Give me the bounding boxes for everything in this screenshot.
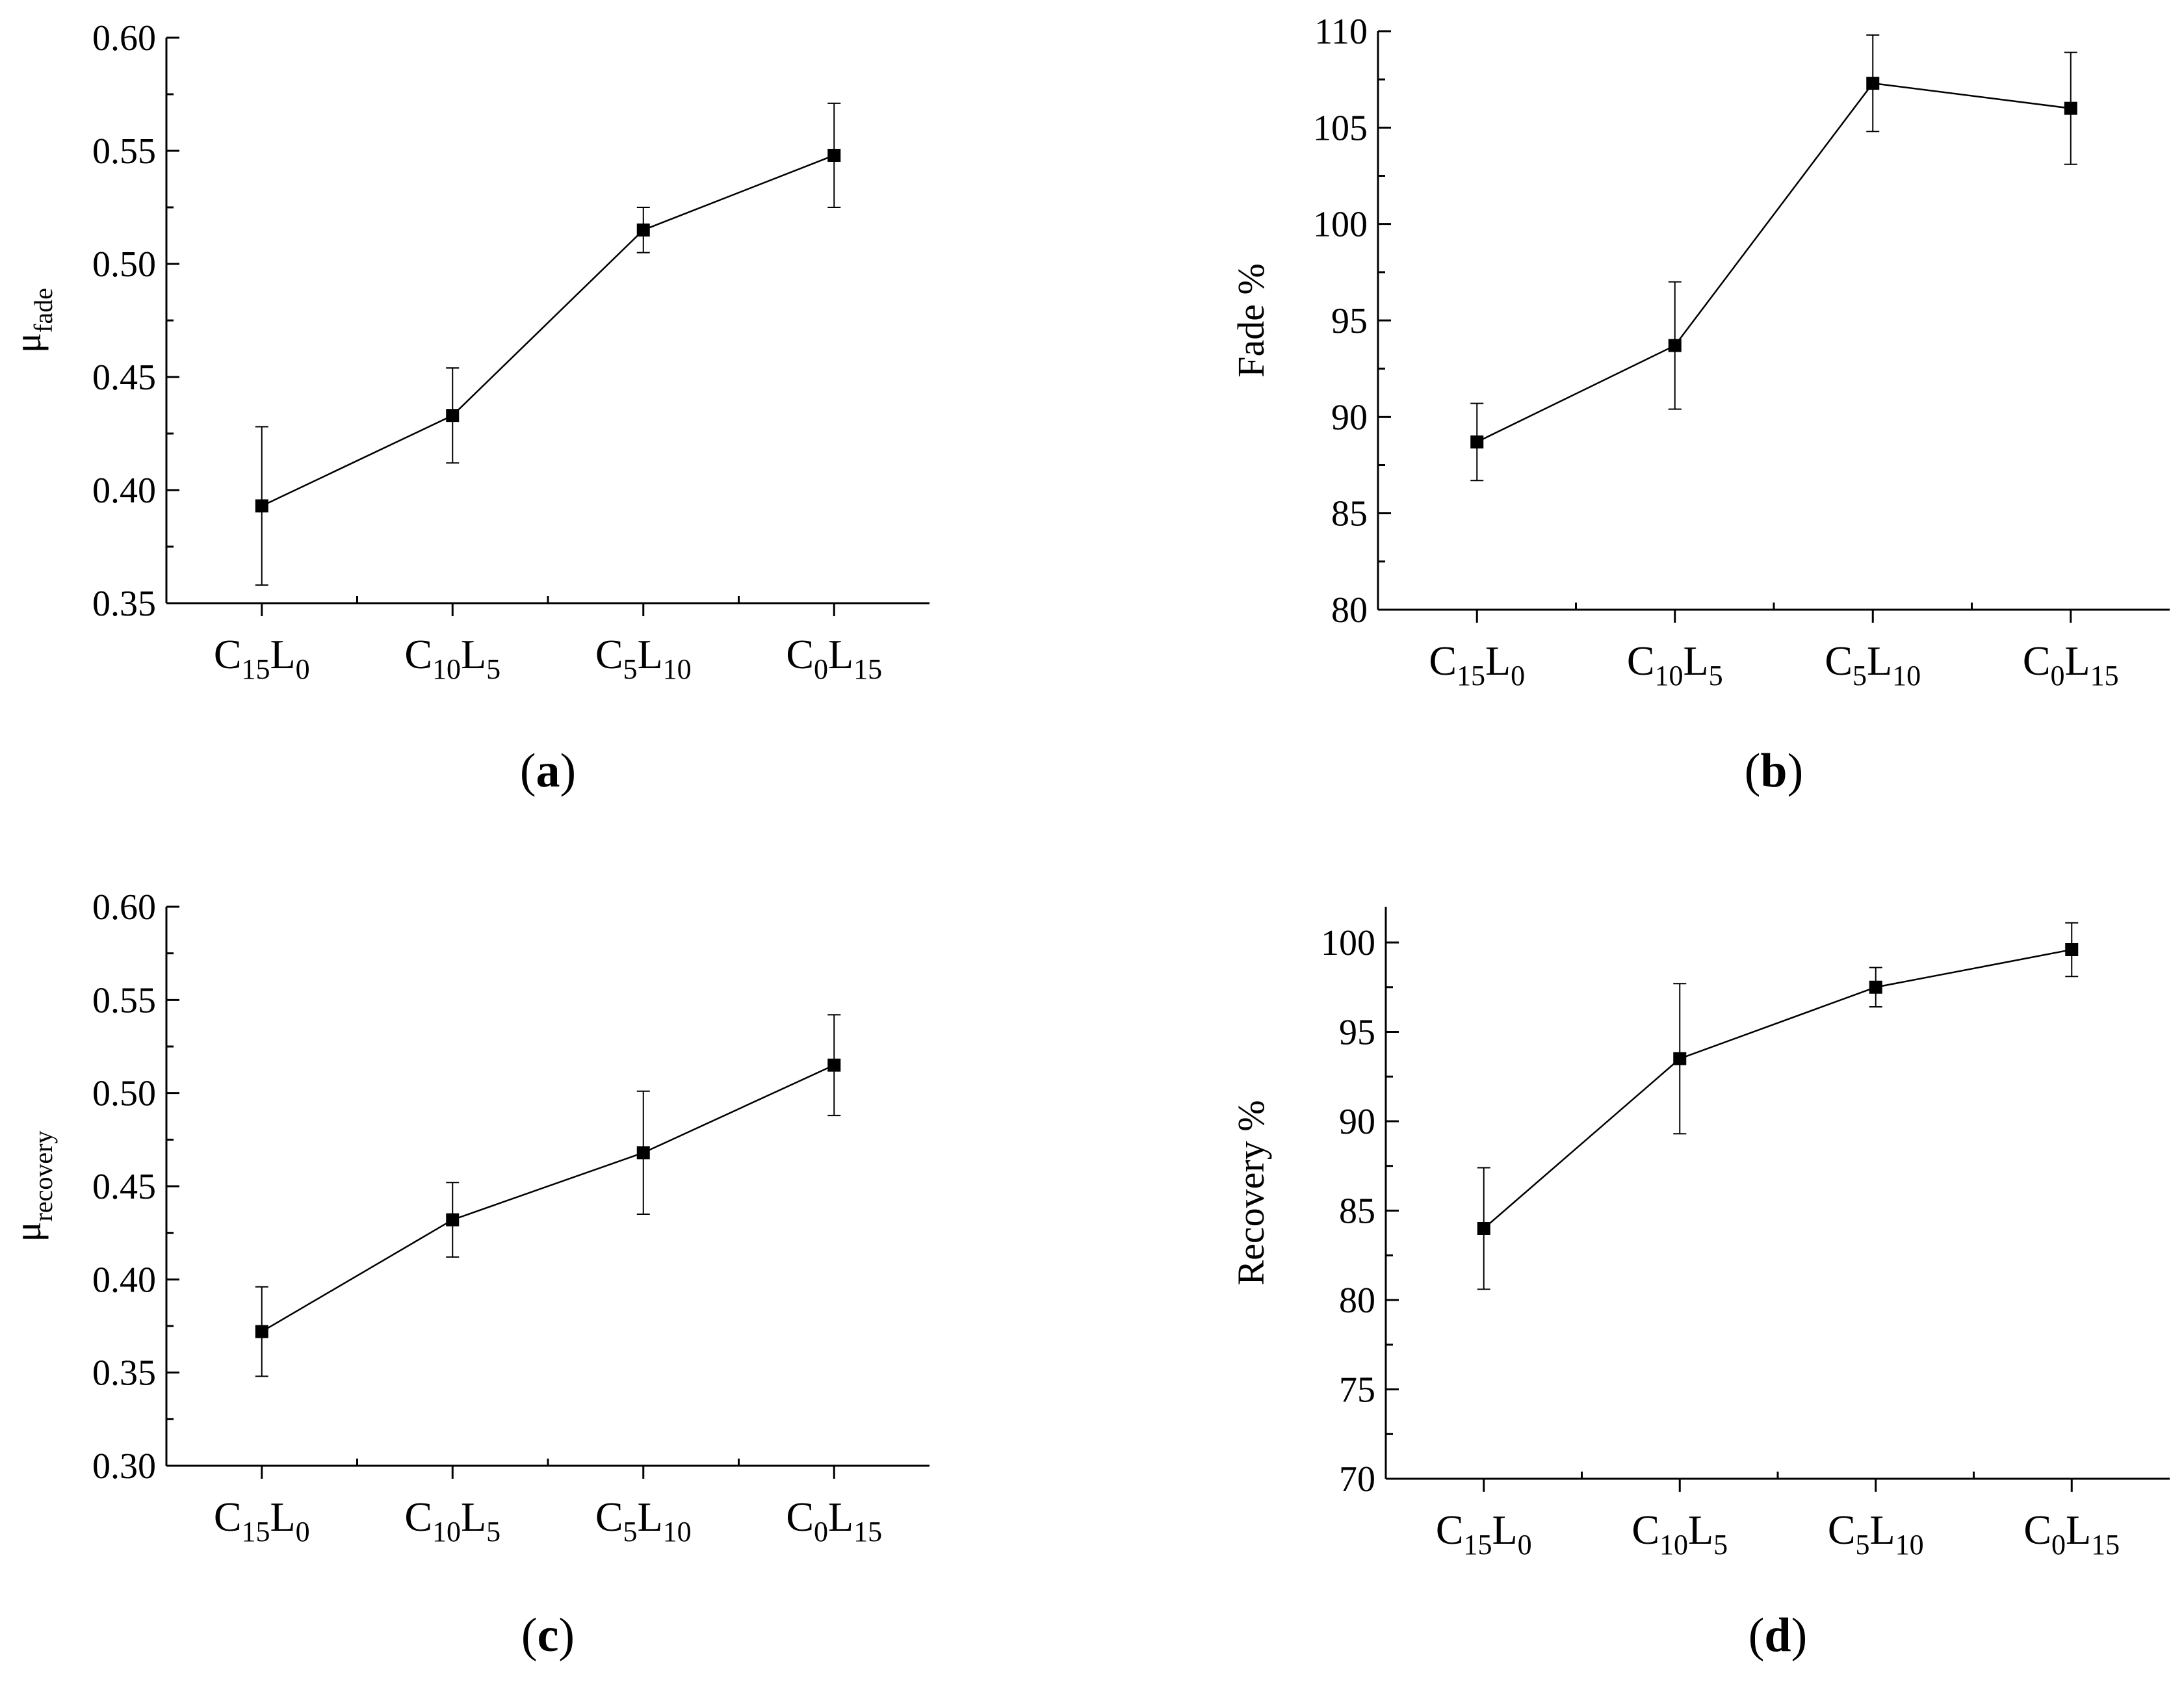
panel-label: (b) <box>1745 744 1803 798</box>
x-tick-label: C0L15 <box>786 1494 882 1548</box>
y-tick-label: 0.45 <box>92 1167 156 1207</box>
data-point <box>636 1146 650 1160</box>
data-point <box>1673 1052 1687 1065</box>
series-line <box>261 1064 835 1332</box>
y-tick-label: 105 <box>1313 108 1368 148</box>
y-tick-label: 0.40 <box>92 471 156 511</box>
y-tick-label: 100 <box>1313 205 1368 245</box>
panel-label: (a) <box>520 744 576 798</box>
series-line <box>261 154 835 507</box>
y-axis-title: μfade <box>6 288 58 353</box>
panel-label: (c) <box>521 1609 575 1662</box>
data-point <box>827 148 841 162</box>
y-tick-label: 0.35 <box>92 1353 156 1394</box>
y-tick-label: 110 <box>1314 12 1368 52</box>
y-tick-label: 0.45 <box>92 358 156 398</box>
x-tick-label: C15L0 <box>1436 1507 1532 1561</box>
y-tick-label: 0.60 <box>92 887 156 928</box>
x-tick-label: C15L0 <box>214 631 310 685</box>
x-tick-label: C15L0 <box>1429 638 1525 692</box>
data-point <box>1866 77 1880 90</box>
panel-c: 0.30 0.35 0.40 0.45 0.50 0.55 0.60 C15L0 C10L5 C5… <box>6 887 930 1662</box>
x-tick-label: C10L5 <box>1627 638 1723 692</box>
y-axis-title: μrecovery <box>6 1130 58 1242</box>
y-tick-label: 85 <box>1331 494 1368 534</box>
y-tick-label: 0.55 <box>92 980 156 1020</box>
y-tick-label: 80 <box>1331 590 1368 630</box>
x-tick-label: C5L10 <box>595 631 692 685</box>
y-axis-title: Fade % <box>1230 263 1272 378</box>
x-tick-label: C0L15 <box>786 631 882 685</box>
y-tick-label: 0.50 <box>92 244 156 285</box>
x-tick-label: C15L0 <box>214 1494 310 1548</box>
data-point <box>255 499 268 513</box>
y-tick-label: 90 <box>1331 397 1368 437</box>
data-point <box>2065 943 2079 956</box>
y-axis-title: Recovery % <box>1230 1100 1272 1285</box>
y-tick-label: 95 <box>1331 301 1368 341</box>
panel-label: (d) <box>1748 1609 1807 1662</box>
x-tick-label: C0L15 <box>2023 638 2119 692</box>
data-point <box>1477 1222 1490 1235</box>
panel-d: 70 75 80 85 90 95 100 C15L0 C10L5 C5L10 C0L15 Recov… <box>1230 907 2170 1662</box>
data-point <box>2064 101 2077 115</box>
y-tick-label: 85 <box>1339 1191 1375 1232</box>
x-tick-label: C5L10 <box>1825 638 1921 692</box>
x-tick-label: C0L15 <box>2023 1507 2120 1561</box>
x-tick-label: C10L5 <box>404 1494 500 1548</box>
y-tick-label: 0.40 <box>92 1260 156 1300</box>
y-tick-label: 0.60 <box>92 18 156 58</box>
x-tick-label: C10L5 <box>404 631 500 685</box>
y-tick-label: 90 <box>1339 1102 1375 1142</box>
y-tick-label: 100 <box>1321 923 1375 963</box>
data-point <box>446 409 460 422</box>
series-line <box>1483 948 2072 1229</box>
data-point <box>1869 980 1882 994</box>
panel-a: 0.35 0.40 0.45 0.50 0.55 0.60 C15L0 C10L5 C5L10 C… <box>6 18 930 798</box>
panel-b: 80 85 90 95 100 105 110 C15L0 C10L5 C5L10 C0L15 Fad… <box>1230 12 2170 798</box>
y-tick-label: 0.50 <box>92 1074 156 1114</box>
y-tick-label: 0.35 <box>92 584 156 624</box>
data-point <box>636 223 650 237</box>
y-tick-label: 95 <box>1339 1013 1375 1053</box>
data-point <box>827 1058 841 1072</box>
y-tick-label: 70 <box>1339 1459 1375 1500</box>
y-tick-label: 0.30 <box>92 1446 156 1487</box>
y-tick-label: 80 <box>1339 1280 1375 1321</box>
y-tick-label: 0.55 <box>92 131 156 172</box>
data-point <box>1470 435 1484 448</box>
series-line <box>1476 82 2071 443</box>
data-point <box>446 1213 460 1227</box>
data-point <box>255 1325 268 1338</box>
data-point <box>1668 339 1682 352</box>
y-tick-label: 75 <box>1339 1370 1375 1410</box>
x-tick-label: C5L10 <box>595 1494 692 1548</box>
x-tick-label: C5L10 <box>1828 1507 1924 1561</box>
x-tick-label: C10L5 <box>1632 1507 1728 1561</box>
